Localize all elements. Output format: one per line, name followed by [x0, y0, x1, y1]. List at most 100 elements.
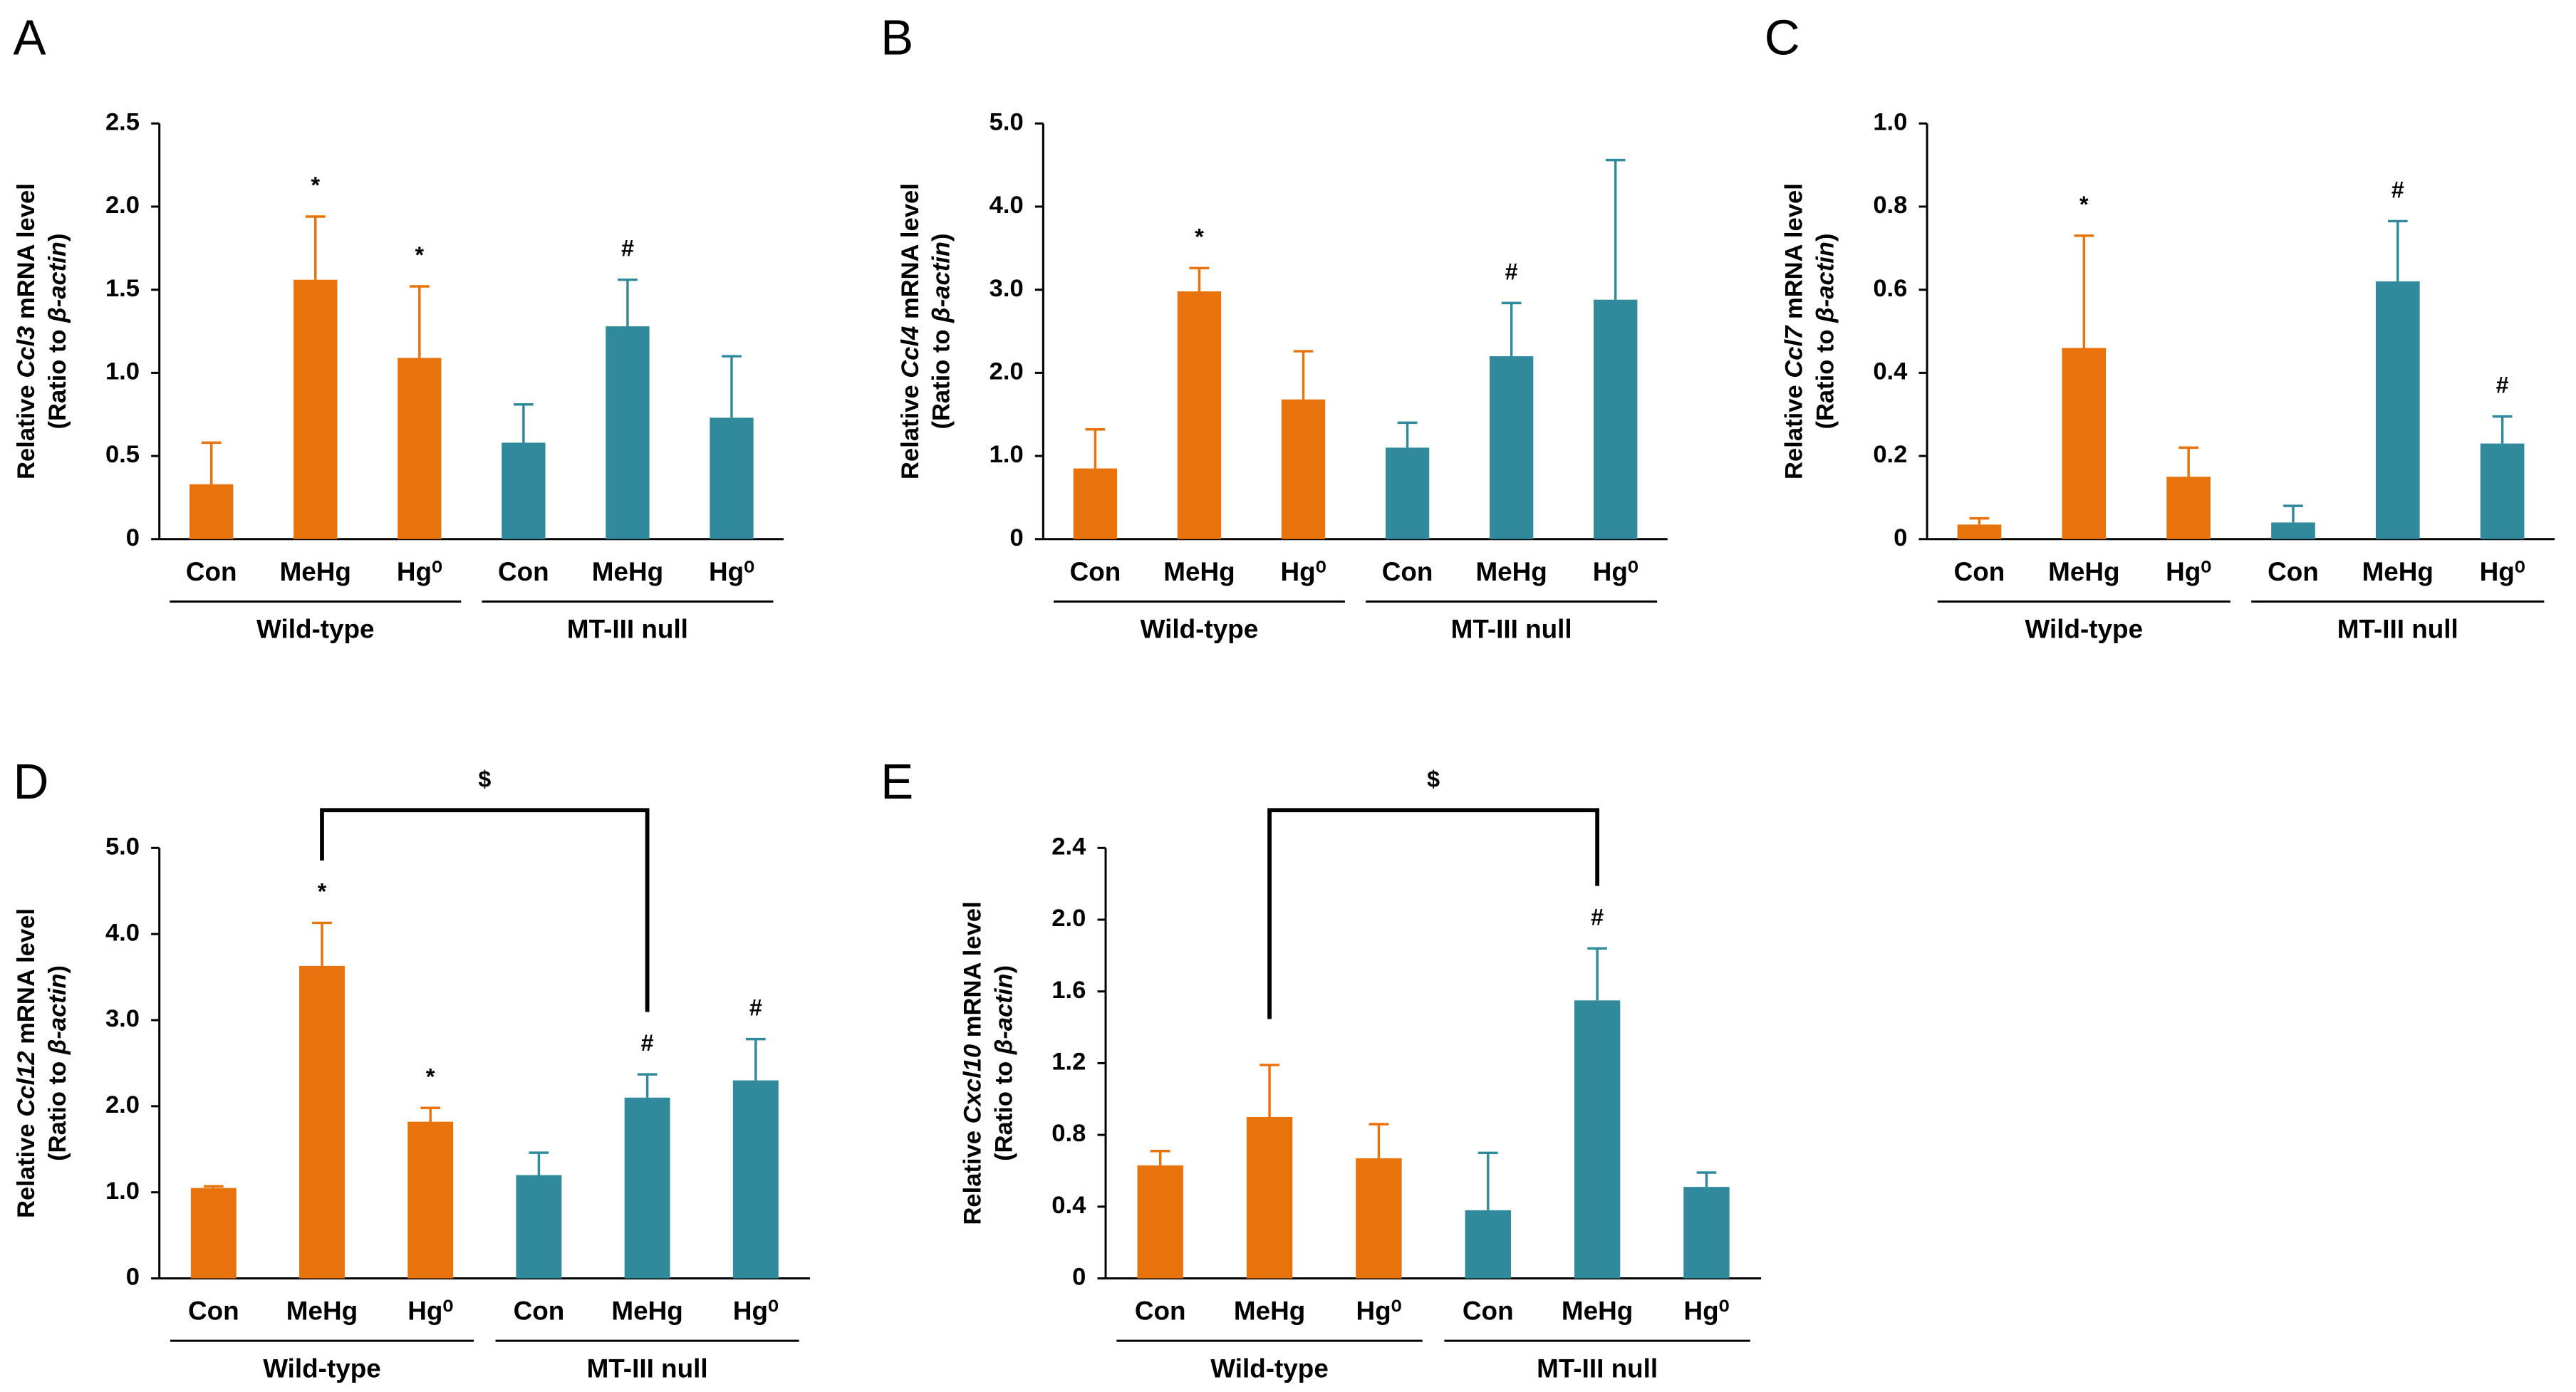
y-tick-label: 1.5	[105, 275, 140, 302]
significance-marker: #	[749, 995, 762, 1021]
x-tick-label: Hg⁰	[1684, 1297, 1730, 1326]
error-bar	[1605, 158, 1626, 300]
x-tick-label: Con	[2268, 557, 2319, 586]
significance-marker: #	[621, 236, 634, 261]
y-tick-label: 2.4	[1051, 833, 1086, 860]
y-tick-label: 5.0	[105, 833, 140, 860]
panel-label: E	[881, 754, 913, 809]
error-bar	[2492, 415, 2513, 444]
bar	[1246, 1116, 1293, 1279]
y-axis-label-part: β-actin	[44, 973, 71, 1055]
y-axis-label-part: (Ratio to	[1812, 323, 1839, 430]
bar	[1073, 468, 1118, 539]
x-tick-label: MeHg	[611, 1297, 682, 1326]
comparison-bracket	[320, 808, 650, 1012]
bar	[407, 1121, 454, 1279]
error-bar	[2074, 234, 2094, 348]
bar	[502, 442, 546, 539]
y-axis-label-part: )	[44, 965, 71, 974]
y-axis-label: Relative Ccl3 mRNA level	[13, 183, 40, 479]
bar	[1356, 1158, 1402, 1279]
y-tick-label: 1.0	[1873, 108, 1907, 135]
y-axis-label: (Ratio to β-actin)	[928, 234, 955, 430]
x-tick-label: Con	[1463, 1297, 1514, 1326]
significance-marker: *	[1195, 224, 1204, 249]
y-axis-label-part: β-actin	[990, 973, 1017, 1055]
comparison-bracket	[1267, 808, 1600, 1019]
error-bar	[745, 1037, 766, 1081]
significance-marker: #	[641, 1030, 654, 1056]
x-tick-label: MeHg	[592, 557, 663, 586]
x-tick-label: Hg⁰	[1593, 557, 1638, 586]
y-tick-label: 2.5	[105, 108, 140, 135]
y-axis-label-part: Cxcl10	[960, 1044, 987, 1124]
x-tick-label: Hg⁰	[1281, 557, 1326, 586]
y-tick-label: 1.0	[990, 441, 1024, 468]
bar	[294, 279, 338, 539]
error-bar	[203, 1185, 224, 1188]
group-label: Wild-type	[1210, 1354, 1329, 1383]
significance-marker: *	[2079, 192, 2089, 217]
x-tick-label: MeHg	[1475, 557, 1547, 586]
x-tick-label: Hg⁰	[1356, 1297, 1401, 1326]
error-bar	[2283, 504, 2303, 523]
bar	[710, 417, 754, 539]
y-axis-label-part: Ccl3	[13, 326, 40, 378]
bar	[1594, 299, 1638, 539]
x-tick-label: Hg⁰	[407, 1297, 453, 1326]
y-axis-label-part: mRNA level	[897, 183, 924, 326]
bar	[1281, 399, 1326, 539]
bar	[2271, 522, 2315, 539]
error-bar	[637, 1073, 658, 1098]
panel-label: D	[13, 754, 48, 809]
error-bar	[1696, 1171, 1717, 1188]
error-bar	[722, 355, 742, 418]
y-tick-label: 2.0	[990, 358, 1024, 385]
significance-marker: *	[311, 172, 320, 198]
significance-marker: *	[318, 878, 327, 904]
comparison-label: $	[478, 766, 491, 791]
y-axis-label: Relative Ccl7 mRNA level	[1781, 183, 1808, 479]
y-tick-label: 1.2	[1051, 1049, 1086, 1076]
x-tick-label: Con	[514, 1297, 565, 1326]
error-bar	[529, 1151, 549, 1175]
bar	[1137, 1165, 1183, 1279]
x-tick-label: Con	[1954, 557, 2005, 586]
y-axis-label-part: )	[990, 965, 1017, 974]
error-bar	[1587, 947, 1607, 1001]
bar	[1683, 1187, 1730, 1279]
error-bar	[2387, 219, 2408, 282]
y-axis-label-part: )	[928, 234, 955, 242]
y-axis-label: (Ratio to β-actin)	[44, 965, 71, 1161]
bar	[398, 358, 442, 539]
error-bar	[1969, 516, 1990, 525]
y-axis-label-part: Relative	[1781, 378, 1808, 479]
bar	[190, 1188, 237, 1279]
x-tick-label: Hg⁰	[709, 557, 754, 586]
y-tick-label: 4.0	[105, 919, 140, 946]
y-tick-label: 0.4	[1051, 1192, 1086, 1219]
error-bar	[420, 1106, 441, 1122]
x-tick-label: Con	[498, 557, 549, 586]
group-label: MT-III null	[567, 615, 688, 644]
significance-marker: #	[1591, 904, 1604, 930]
x-tick-label: MeHg	[280, 557, 351, 586]
group-label: MT-III null	[587, 1354, 708, 1383]
group-label: MT-III null	[2337, 615, 2458, 644]
y-axis-label-part: Ccl12	[13, 1051, 40, 1116]
bar	[189, 484, 234, 539]
error-bar	[1501, 301, 1522, 357]
significance-marker: *	[426, 1064, 435, 1089]
x-tick-label: Hg⁰	[2480, 557, 2525, 586]
x-tick-label: Con	[1070, 557, 1121, 586]
bar	[2166, 477, 2211, 539]
bar	[1385, 447, 1430, 539]
x-tick-label: Hg⁰	[397, 557, 442, 586]
y-axis-label-part: (Ratio to	[928, 323, 955, 430]
bar	[2480, 443, 2525, 539]
panel-label: B	[881, 9, 913, 65]
y-axis-label-part: mRNA level	[1781, 183, 1808, 326]
y-tick-label: 1.0	[105, 1178, 140, 1205]
error-bar	[409, 285, 430, 358]
